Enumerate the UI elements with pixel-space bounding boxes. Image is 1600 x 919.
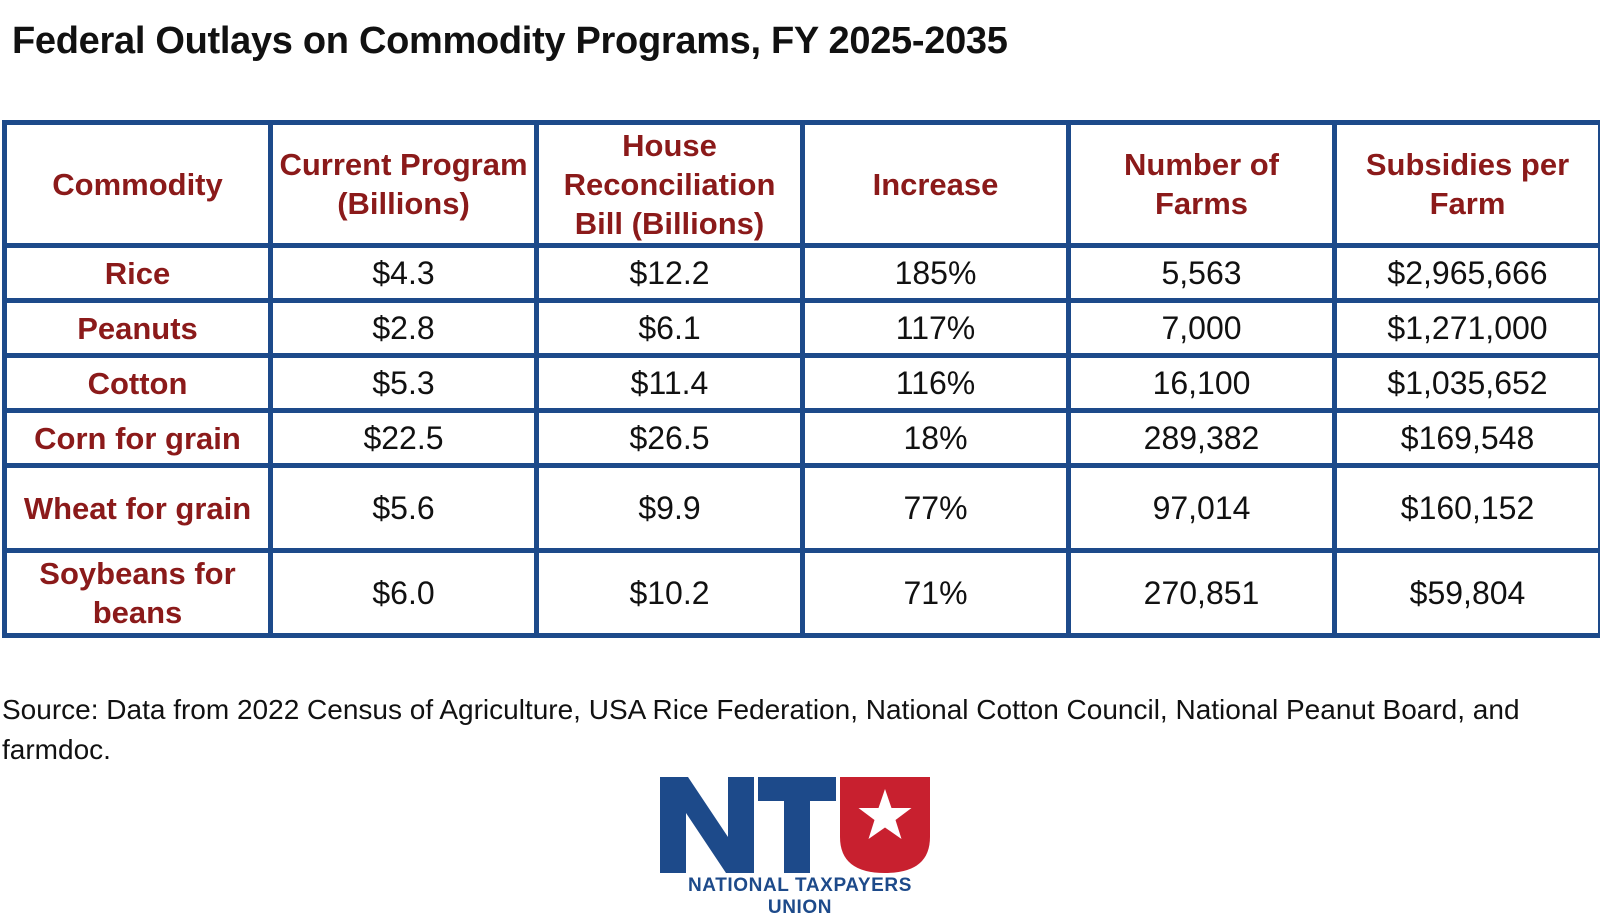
commodity-cell: Cotton xyxy=(5,356,271,411)
table-cell: 116% xyxy=(803,356,1069,411)
column-header: Subsidies per Farm xyxy=(1335,123,1600,246)
table-cell: $12.2 xyxy=(537,246,803,301)
table-cell: $5.3 xyxy=(271,356,537,411)
table-cell: $5.6 xyxy=(271,466,537,551)
commodity-cell: Peanuts xyxy=(5,301,271,356)
table-cell: $59,804 xyxy=(1335,551,1600,636)
table-cell: $2,965,666 xyxy=(1335,246,1600,301)
table-cell: 5,563 xyxy=(1069,246,1335,301)
table-row: Cotton $5.3 $11.4 116% 16,100 $1,035,652 xyxy=(5,356,1600,411)
column-header: Number of Farms xyxy=(1069,123,1335,246)
table-cell: $6.1 xyxy=(537,301,803,356)
table-cell: $2.8 xyxy=(271,301,537,356)
table-cell: 97,014 xyxy=(1069,466,1335,551)
logo-letter-n xyxy=(660,777,754,873)
ntu-logo: NATIONAL TAXPAYERS UNION xyxy=(660,775,940,898)
table-row: Soybeans for beans $6.0 $10.2 71% 270,85… xyxy=(5,551,1600,636)
table-cell: $1,271,000 xyxy=(1335,301,1600,356)
logo-wordmark: NATIONAL TAXPAYERS UNION xyxy=(660,875,940,919)
column-header: House Reconciliation Bill (Billions) xyxy=(537,123,803,246)
table-cell: $160,152 xyxy=(1335,466,1600,551)
column-header: Current Program (Billions) xyxy=(271,123,537,246)
table-cell: $169,548 xyxy=(1335,411,1600,466)
table-cell: $6.0 xyxy=(271,551,537,636)
commodity-cell: Wheat for grain xyxy=(5,466,271,551)
logo-letter-t xyxy=(758,777,836,873)
table-cell: 18% xyxy=(803,411,1069,466)
column-header: Commodity xyxy=(5,123,271,246)
table-cell: $11.4 xyxy=(537,356,803,411)
table-cell: 77% xyxy=(803,466,1069,551)
table-row: Corn for grain $22.5 $26.5 18% 289,382 $… xyxy=(5,411,1600,466)
chart-title: Federal Outlays on Commodity Programs, F… xyxy=(12,20,1008,63)
table-cell: 71% xyxy=(803,551,1069,636)
commodity-cell: Rice xyxy=(5,246,271,301)
source-note: Source: Data from 2022 Census of Agricul… xyxy=(2,690,1562,770)
table-header-row: Commodity Current Program (Billions) Hou… xyxy=(5,123,1600,246)
table-cell: $1,035,652 xyxy=(1335,356,1600,411)
table-cell: 16,100 xyxy=(1069,356,1335,411)
table-cell: $10.2 xyxy=(537,551,803,636)
table-cell: $26.5 xyxy=(537,411,803,466)
table-cell: $22.5 xyxy=(271,411,537,466)
table-cell: 289,382 xyxy=(1069,411,1335,466)
commodity-table: Commodity Current Program (Billions) Hou… xyxy=(2,120,1600,638)
table-row: Peanuts $2.8 $6.1 117% 7,000 $1,271,000 xyxy=(5,301,1600,356)
table-cell: 185% xyxy=(803,246,1069,301)
table-cell: 117% xyxy=(803,301,1069,356)
commodity-cell: Soybeans for beans xyxy=(5,551,271,636)
table-cell: 270,851 xyxy=(1069,551,1335,636)
table-cell: $9.9 xyxy=(537,466,803,551)
table-row: Wheat for grain $5.6 $9.9 77% 97,014 $16… xyxy=(5,466,1600,551)
table-cell: $4.3 xyxy=(271,246,537,301)
column-header: Increase xyxy=(803,123,1069,246)
table-cell: 7,000 xyxy=(1069,301,1335,356)
ntu-monogram xyxy=(660,775,940,875)
commodity-cell: Corn for grain xyxy=(5,411,271,466)
table-row: Rice $4.3 $12.2 185% 5,563 $2,965,666 xyxy=(5,246,1600,301)
